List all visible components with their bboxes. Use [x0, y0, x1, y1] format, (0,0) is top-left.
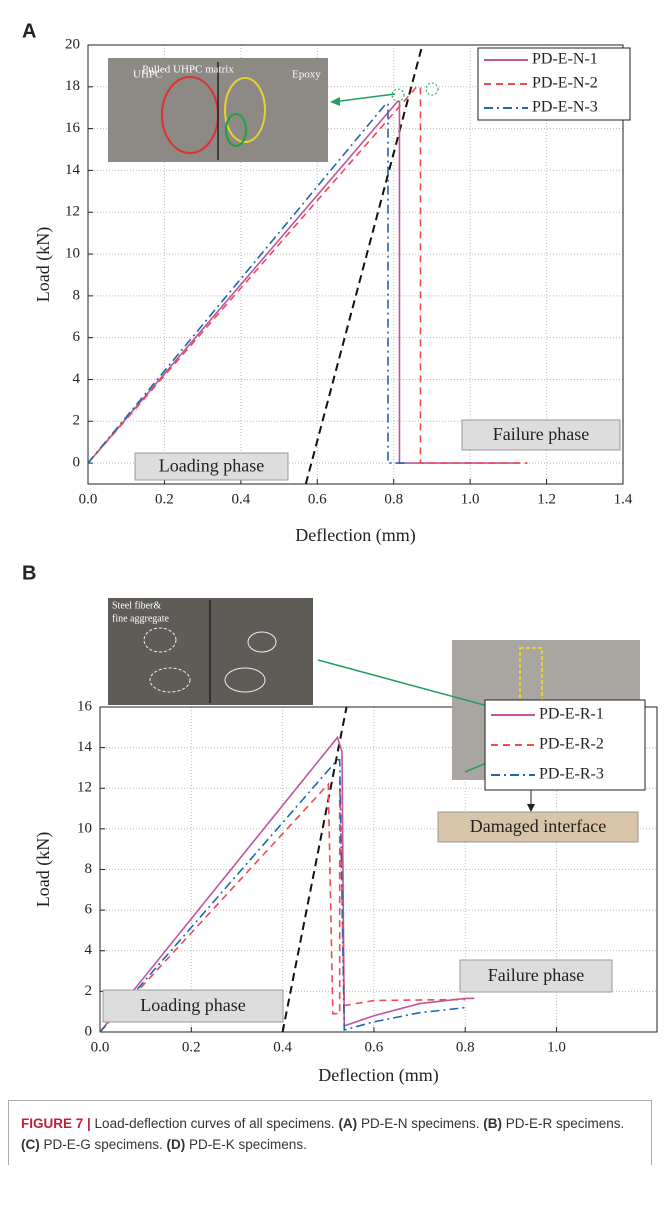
legend-label: PD-E-N-1	[532, 51, 598, 68]
legend-label: PD-E-N-2	[532, 75, 598, 92]
y-tick-label: 16	[77, 698, 93, 714]
chart: B 0.0 0.2 0.4 0.6 0.8 1.0 0 2 4 6 8 10 12 14 16 Deflecti…	[22, 562, 658, 1086]
inset-highlight	[224, 667, 266, 693]
y-tick-label: 4	[85, 942, 93, 958]
x-axis-label: Deflection (mm)	[318, 1065, 438, 1086]
x-tick-label: 0.0	[79, 491, 98, 507]
x-tick-label: 0.6	[365, 1039, 384, 1055]
callout	[391, 88, 405, 102]
series-line	[87, 86, 528, 464]
annotation: Damaged interface	[470, 816, 606, 836]
plot-frame	[99, 706, 658, 1033]
y-tick-label: 20	[65, 36, 80, 52]
annotation: Loading phase	[159, 456, 264, 476]
y-tick-label: 14	[65, 162, 81, 178]
caption-text: PD-E-K specimens.	[185, 1137, 307, 1152]
arrow-head	[527, 804, 535, 812]
y-tick-label: 12	[65, 204, 80, 220]
caption-label: FIGURE 7 |	[21, 1116, 91, 1131]
inset-highlight	[247, 631, 277, 653]
inset-label: UHPC	[133, 69, 162, 81]
inset-highlight	[224, 77, 266, 143]
arrow	[317, 659, 511, 713]
x-tick-label: 0.4	[231, 491, 250, 507]
series-line	[99, 780, 466, 1033]
legend-label: PD-E-R-2	[539, 736, 604, 753]
legend-label: PD-E-N-3	[532, 99, 598, 116]
x-tick-label: 1.0	[547, 1039, 566, 1055]
y-tick-label: 10	[65, 245, 80, 261]
inset-label: Epoxy	[292, 69, 321, 81]
panel-label: A	[22, 20, 36, 42]
x-tick-label: 0.2	[182, 1039, 201, 1055]
reference-line	[281, 707, 348, 1032]
caption-text: PD-E-N specimens.	[357, 1116, 484, 1131]
x-tick-label: 1.2	[537, 491, 556, 507]
reference-line	[304, 45, 424, 484]
series-line	[99, 735, 475, 1033]
annotation-box	[437, 811, 639, 843]
caption-label: (C)	[21, 1137, 40, 1152]
caption-text: PD-E-G specimens.	[39, 1137, 167, 1152]
x-tick-label: 0.2	[155, 491, 174, 507]
y-tick-label: 14	[77, 739, 93, 755]
legend-label: PD-E-R-3	[539, 766, 604, 783]
figure: B 0.0 0.2 0.4 0.6 0.8 1.0 0 2 4 6 8 10 12 14 16 Deflecti…	[22, 20, 658, 1086]
caption-label: (D)	[166, 1137, 186, 1152]
inset-highlight	[225, 113, 247, 147]
annotation-box	[102, 989, 284, 1023]
inset-label: Steel fiber&	[112, 600, 161, 611]
x-tick-label: 0.8	[384, 491, 403, 507]
annotation-box	[459, 959, 613, 993]
inset-highlight	[143, 627, 177, 653]
y-tick-label: 8	[73, 287, 81, 303]
x-tick-label: 0.8	[456, 1039, 475, 1055]
y-tick-label: 8	[85, 861, 93, 877]
caption-text: PD-E-R specimens.	[501, 1116, 625, 1131]
annotation: Failure phase	[493, 424, 589, 444]
y-tick-label: 6	[85, 902, 93, 918]
caption-text: Load-deflection curves of all specimens.	[90, 1116, 339, 1131]
annotation: Loading phase	[140, 995, 245, 1015]
caption-label: (B)	[483, 1116, 502, 1131]
caption: FIGURE 7 | Load-deflection curves of all…	[8, 1100, 652, 1165]
y-tick-label: 16	[65, 120, 81, 136]
callout	[425, 82, 439, 96]
y-tick-label: 2	[73, 413, 81, 429]
legend-label: PD-E-R-1	[539, 706, 604, 723]
x-tick-label: 1.4	[614, 491, 633, 507]
y-tick-label: 0	[85, 1023, 93, 1039]
arrow	[332, 93, 396, 103]
y-tick-label: 0	[73, 455, 81, 471]
chart: A 0.0 0.2 0.4 0.6 0.8 1.0 1.2 1.4 0 2 4 6 8 10 12 14 16 18…	[22, 20, 633, 546]
annotation-box	[461, 419, 621, 451]
x-axis-label: Deflection (mm)	[295, 525, 415, 546]
y-tick-label: 10	[77, 820, 92, 836]
y-tick-label: 6	[73, 329, 81, 345]
y-tick-label: 18	[65, 78, 80, 94]
x-tick-label: 1.0	[461, 491, 480, 507]
caption-label: (A)	[338, 1116, 358, 1131]
y-tick-label: 12	[77, 780, 92, 796]
inset-highlight	[149, 667, 191, 693]
annotation: Failure phase	[488, 965, 584, 985]
series-line	[87, 102, 406, 464]
series-line	[99, 759, 466, 1033]
x-tick-label: 0.6	[308, 491, 327, 507]
arrow-head	[330, 97, 340, 106]
annotation-box	[134, 452, 289, 481]
series-line	[87, 100, 520, 464]
y-axis-label: Load (kN)	[33, 832, 54, 907]
y-tick-label: 4	[73, 371, 81, 387]
y-axis-label: Load (kN)	[33, 227, 54, 302]
panel-label: B	[22, 562, 36, 584]
plot-frame	[87, 44, 624, 485]
inset-label: Pulled UHPC matrix	[142, 64, 234, 76]
inset-label: fine aggregate	[112, 613, 169, 624]
x-tick-label: 0.4	[273, 1039, 292, 1055]
y-tick-label: 2	[85, 983, 93, 999]
x-tick-label: 0.0	[91, 1039, 110, 1055]
